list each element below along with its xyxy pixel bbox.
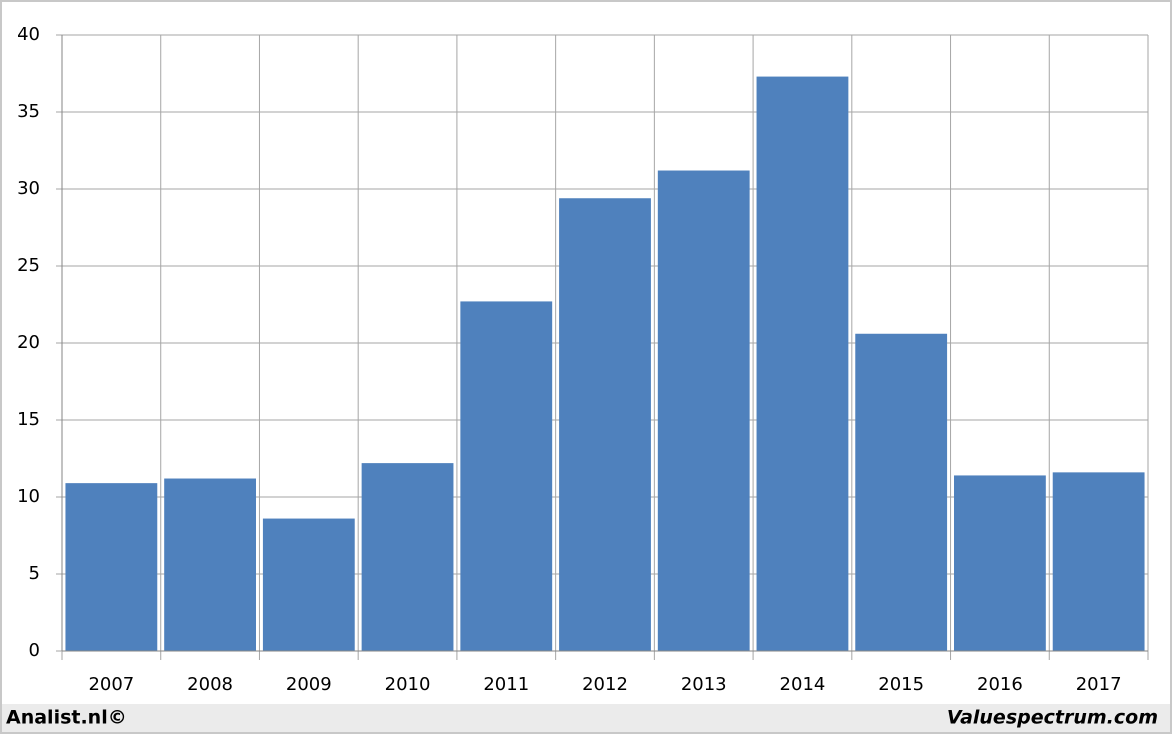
bar	[65, 483, 158, 651]
bar	[164, 478, 256, 651]
bar	[1052, 472, 1145, 651]
x-tick-label: 2008	[187, 674, 233, 695]
y-tick-label: 0	[29, 640, 40, 661]
y-tick-label: 20	[17, 332, 40, 353]
x-tick-label: 2011	[483, 674, 529, 695]
y-tick-label: 15	[17, 409, 40, 430]
x-tick-label: 2013	[681, 674, 727, 695]
x-tick-label: 2009	[286, 674, 332, 695]
x-tick-label: 2010	[385, 674, 431, 695]
y-tick-label: 40	[17, 24, 40, 45]
bar	[756, 76, 849, 651]
x-tick-label: 2012	[582, 674, 628, 695]
bar	[262, 518, 355, 651]
y-tick-label: 30	[17, 178, 40, 199]
x-tick-label: 2015	[878, 674, 924, 695]
y-tick-label: 10	[17, 486, 40, 507]
x-tick-label: 2007	[88, 674, 134, 695]
footer-band	[0, 704, 1172, 734]
x-tick-label: 2017	[1076, 674, 1122, 695]
bar	[559, 198, 651, 652]
source-right: Valuespectrum.com	[947, 707, 1158, 729]
bar	[361, 463, 454, 651]
y-tick-label: 5	[29, 563, 40, 584]
x-tick-label: 2016	[977, 674, 1023, 695]
source-left: Analist.nl©	[6, 707, 127, 729]
bar	[657, 170, 750, 651]
bar	[855, 333, 948, 651]
y-tick-label: 35	[17, 101, 40, 122]
y-tick-label: 25	[17, 255, 40, 276]
bar	[954, 475, 1046, 651]
x-tick-label: 2014	[780, 674, 826, 695]
bar	[460, 301, 553, 651]
